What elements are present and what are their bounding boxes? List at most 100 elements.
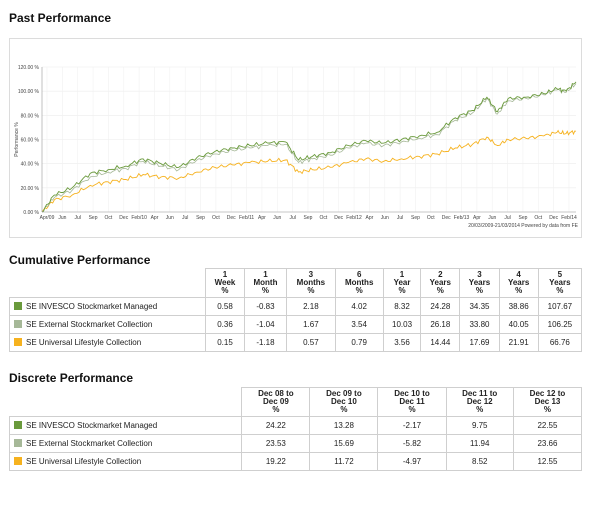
value-cell: -1.04 <box>243 315 288 334</box>
value-cell: -0.83 <box>243 297 288 316</box>
column-header-line: Dec 08 to <box>258 389 294 398</box>
value-cell: 0.58 <box>205 297 245 316</box>
column-header-line: % <box>556 286 564 295</box>
y-tick-label: 100.00 % <box>18 89 40 95</box>
value-cell: 14.44 <box>420 333 461 352</box>
x-tick-label: Dec <box>549 215 558 221</box>
column-header: Dec 08 to Dec 09% <box>241 387 311 417</box>
value-cell: 24.22 <box>241 416 311 435</box>
value-cell: 66.76 <box>537 333 583 352</box>
table-row: SE Universal Lifestyle Collection 0.15 -1.… <box>8 333 583 352</box>
x-tick-label: Dec <box>227 215 236 221</box>
value-cell: 0.15 <box>205 333 245 352</box>
y-tick-label: 20.00 % <box>21 186 40 192</box>
value-cell: -4.97 <box>377 452 447 471</box>
series-color-swatch <box>14 302 22 310</box>
x-tick-label: Oct <box>427 215 435 221</box>
x-tick-label: Jun <box>381 215 389 221</box>
x-tick-label: Jul <box>182 215 188 221</box>
past-performance-title: Past Performance <box>9 11 112 25</box>
value-cell: 106.25 <box>537 315 583 334</box>
column-header: 1 Week% <box>205 268 245 298</box>
column-header-line: Months <box>296 278 326 287</box>
performance-chart: 0.00 % 20.00 % 40.00 % 60.00 % 80.00 % 100.00… <box>9 38 582 238</box>
value-cell: 34.35 <box>459 297 500 316</box>
value-cell: 33.80 <box>459 315 500 334</box>
fund-name-cell: SE INVESCO Stockmarket Managed <box>8 297 207 316</box>
value-cell: 13.28 <box>309 416 379 435</box>
value-cell: -2.17 <box>377 416 447 435</box>
discrete-performance-title: Discrete Performance <box>9 371 134 385</box>
x-tick-label: Jun <box>488 215 496 221</box>
column-header-line: % <box>261 286 270 295</box>
column-header-line: Months <box>344 278 374 287</box>
x-tick-label: Sep <box>411 215 420 221</box>
x-tick-label: Oct <box>105 215 113 221</box>
x-tick-label: Jul <box>289 215 295 221</box>
value-cell: -1.18 <box>243 333 288 352</box>
column-header-line: 1 <box>399 270 405 279</box>
x-tick-label: Jul <box>397 215 403 221</box>
column-header-line: 5 <box>557 270 563 279</box>
x-tick-label: Oct <box>212 215 220 221</box>
column-header-line: Years <box>429 278 451 287</box>
column-header-line: 3 <box>308 270 314 279</box>
x-tick-label: Jul <box>75 215 81 221</box>
value-cell: 107.67 <box>537 297 583 316</box>
fund-name: SE Universal Lifestyle Collection <box>26 338 142 347</box>
fund-name: SE External Stockmarket Collection <box>26 320 153 329</box>
x-tick-label: Feb/14 <box>561 215 577 221</box>
column-header-line: Years <box>507 278 530 287</box>
column-header: 2 Years% <box>420 268 461 298</box>
value-cell: 22.55 <box>512 416 583 435</box>
x-tick-label: Apr <box>366 215 374 221</box>
value-cell: 1.67 <box>286 315 336 334</box>
column-header: 3 Years% <box>459 268 500 298</box>
series-line-invesco <box>41 81 577 213</box>
fund-name-cell: SE Universal Lifestyle Collection <box>8 452 243 471</box>
value-cell: 10.03 <box>382 315 422 334</box>
column-header-line: Dec 10 to <box>394 389 430 398</box>
x-tick-label: Jun <box>166 215 174 221</box>
fund-name: SE INVESCO Stockmarket Managed <box>26 302 158 311</box>
value-cell: 21.91 <box>498 333 539 352</box>
table-row: SE INVESCO Stockmarket Managed 24.22 13.28… <box>8 416 583 435</box>
value-cell: 4.02 <box>334 297 384 316</box>
column-header-line: Year <box>393 278 411 287</box>
fund-name: SE Universal Lifestyle Collection <box>26 457 142 466</box>
column-header-line: 6 <box>356 270 362 279</box>
table-row: SE INVESCO Stockmarket Managed 0.58 -0.83 2… <box>8 297 583 316</box>
x-tick-label: Jul <box>504 215 510 221</box>
column-header-line: 1 <box>263 270 268 279</box>
column-header: 3 Months% <box>286 268 336 298</box>
column-header: 5 Years% <box>537 268 583 298</box>
x-tick-label: Feb/10 <box>131 215 147 221</box>
column-header-line: % <box>543 405 552 414</box>
x-tick-label: Jun <box>273 215 281 221</box>
column-header-line: % <box>436 286 444 295</box>
column-header-line: Dec 12 <box>466 397 493 406</box>
column-header-line: 3 <box>477 270 482 279</box>
value-cell: 12.55 <box>512 452 583 471</box>
y-tick-label: 60.00 % <box>21 138 40 144</box>
column-header-line: % <box>355 286 363 295</box>
value-cell: 17.69 <box>459 333 500 352</box>
value-cell: 23.66 <box>512 434 583 453</box>
column-header-line: % <box>408 405 416 414</box>
column-header: 1 Month% <box>243 268 288 298</box>
column-header-line: % <box>515 286 523 295</box>
fund-name-cell: SE INVESCO Stockmarket Managed <box>8 416 243 435</box>
column-header: 1 Year% <box>382 268 422 298</box>
value-cell: 11.72 <box>309 452 379 471</box>
column-header-line: Dec 13 <box>534 397 561 406</box>
column-header: Dec 12 to Dec 13% <box>512 387 583 417</box>
column-header-line: 1 <box>222 270 228 279</box>
series-color-swatch <box>14 421 22 429</box>
value-cell: 24.28 <box>420 297 461 316</box>
column-header-line: Dec 11 to <box>462 389 498 398</box>
column-header-line: Dec 09 to <box>326 389 362 398</box>
value-cell: 40.05 <box>498 315 539 334</box>
value-cell: 15.69 <box>309 434 379 453</box>
column-header-line: Years <box>549 278 571 287</box>
value-cell: -5.82 <box>377 434 447 453</box>
